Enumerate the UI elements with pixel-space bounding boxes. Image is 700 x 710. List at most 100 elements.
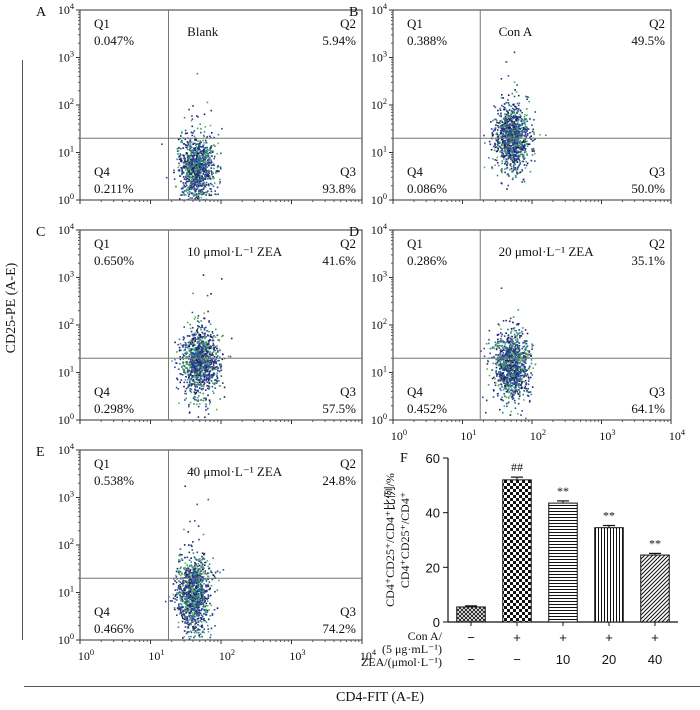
event-dot — [194, 334, 196, 337]
event-dot — [188, 369, 191, 372]
event-dot — [513, 131, 516, 133]
event-dot — [199, 151, 202, 153]
event-dot — [508, 384, 511, 386]
event-dot — [519, 366, 521, 368]
event-dot — [181, 160, 183, 162]
event-dot — [201, 349, 204, 352]
event-dot — [198, 364, 201, 366]
event-dot — [198, 192, 200, 194]
event-dot — [180, 159, 182, 161]
event-dot — [185, 351, 188, 353]
event-dot — [510, 366, 512, 369]
event-dot — [206, 374, 208, 377]
event-dot — [514, 402, 516, 404]
event-dot — [513, 122, 515, 125]
event-dot — [199, 575, 202, 578]
event-dot — [505, 346, 507, 349]
event-dot — [190, 146, 193, 148]
event-dot — [189, 187, 192, 189]
event-dot — [514, 353, 517, 355]
event-dot — [213, 144, 215, 146]
y-tick-label: 100 — [58, 632, 74, 647]
event-dot — [218, 182, 221, 185]
event-dot — [205, 359, 208, 361]
event-dot — [205, 379, 208, 382]
event-dot — [211, 339, 214, 342]
event-dot — [508, 115, 511, 117]
event-dot — [195, 593, 198, 595]
event-dot — [194, 190, 197, 192]
event-dot — [520, 151, 523, 153]
event-dot — [502, 372, 504, 374]
event-dot — [190, 131, 193, 134]
quadrant-q3-value: 57.5% — [322, 401, 356, 416]
event-dot — [518, 384, 520, 386]
event-dot — [201, 351, 204, 353]
event-dot — [182, 358, 185, 360]
event-dot — [191, 341, 193, 343]
event-dot — [497, 113, 499, 115]
event-dot — [519, 391, 521, 393]
event-dot — [216, 166, 219, 169]
event-dot — [177, 169, 180, 172]
event-dot — [512, 365, 515, 367]
event-dot — [527, 133, 529, 135]
event-dot — [502, 349, 505, 351]
event-dot — [203, 613, 206, 615]
event-dot — [511, 385, 513, 387]
event-dot — [198, 337, 201, 339]
event-dot — [514, 376, 517, 379]
event-dot — [197, 166, 199, 169]
event-dot — [190, 370, 192, 373]
event-dot — [175, 362, 177, 364]
event-dot — [184, 352, 186, 355]
event-dot — [193, 391, 196, 393]
y-tick-label: 102 — [371, 97, 387, 112]
event-dot — [192, 348, 194, 351]
event-dot — [518, 134, 521, 136]
event-dot — [506, 349, 509, 351]
event-dot — [229, 355, 232, 358]
event-dot — [188, 161, 190, 164]
event-dot — [511, 338, 514, 340]
event-dot — [523, 375, 525, 378]
event-dot — [512, 104, 515, 106]
event-dot — [504, 163, 506, 165]
event-dot — [504, 368, 507, 371]
event-dot — [191, 180, 194, 183]
event-dot — [525, 148, 527, 150]
event-dot — [503, 117, 506, 119]
event-dot — [520, 371, 523, 373]
event-dot — [173, 169, 175, 172]
event-dot — [211, 367, 213, 370]
event-dot — [200, 381, 203, 383]
event-dot — [526, 140, 528, 143]
event-dot — [188, 344, 191, 347]
event-dot — [193, 130, 196, 132]
event-dot — [213, 383, 216, 385]
event-dot — [511, 124, 514, 126]
event-dot — [187, 345, 190, 348]
event-dot — [515, 159, 517, 162]
event-dot — [203, 163, 206, 166]
event-dot — [507, 184, 510, 187]
event-dot — [505, 133, 508, 136]
event-dot — [513, 95, 516, 98]
event-dot — [501, 386, 503, 388]
event-dot — [187, 356, 189, 358]
event-dot — [203, 368, 206, 370]
event-dot — [215, 366, 218, 368]
event-dot — [499, 135, 502, 138]
event-dot — [522, 393, 524, 396]
event-dot — [195, 359, 198, 361]
event-dot — [521, 358, 523, 360]
event-dot — [184, 361, 187, 364]
event-dot — [516, 107, 518, 110]
event-dot — [180, 167, 182, 169]
event-dot — [515, 376, 518, 379]
y-tick-label: 103 — [371, 50, 387, 65]
event-dot — [517, 402, 520, 405]
event-dot — [193, 173, 196, 175]
event-dot — [513, 329, 516, 332]
event-dot — [200, 355, 203, 358]
